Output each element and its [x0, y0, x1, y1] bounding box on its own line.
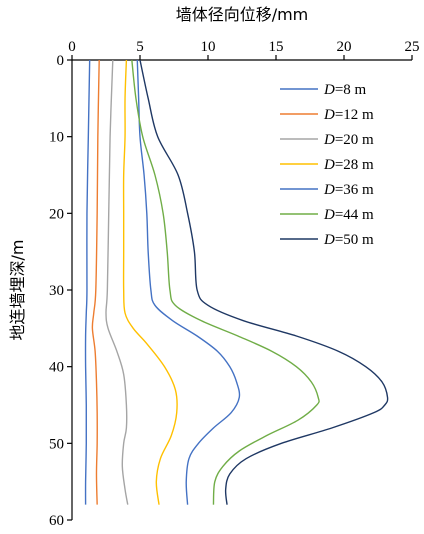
y-tick-label: 10 [49, 130, 64, 146]
legend-label-1: D=8 m [323, 82, 367, 98]
legend-label-7: D=50 m [323, 232, 374, 248]
x-tick-label: 15 [269, 39, 284, 55]
y-tick-label: 50 [49, 436, 64, 452]
y-tick-label: 60 [49, 513, 64, 529]
series-line-2 [91, 59, 100, 505]
y-tick-label: 30 [49, 283, 64, 299]
y-tick-label: 40 [49, 360, 64, 376]
x-tick-label: 25 [405, 39, 420, 55]
x-tick-label: 20 [337, 39, 352, 55]
series-line-3 [105, 59, 129, 505]
x-axis-title: 墙体径向位移/mm [176, 5, 309, 24]
x-tick-label: 5 [136, 39, 144, 55]
series-line-7 [139, 59, 389, 505]
legend-label-5: D=36 m [323, 182, 374, 198]
y-tick-label: 0 [57, 53, 65, 69]
series-line-6 [131, 59, 320, 505]
legend-label-3: D=20 m [323, 132, 374, 148]
series-line-5 [136, 59, 241, 505]
x-tick-label: 10 [201, 39, 216, 55]
series-line-4 [122, 59, 178, 505]
series-line-1 [84, 59, 91, 505]
legend-label-2: D=12 m [323, 107, 374, 123]
y-tick-label: 20 [49, 206, 64, 222]
series-group [84, 59, 389, 505]
y-axis-title: 地连墙埋深/m [8, 240, 27, 341]
legend-label-6: D=44 m [323, 207, 374, 223]
legend-label-4: D=28 m [323, 157, 374, 173]
axes-group: 0 5 10 15 20 25 0 10 20 30 40 50 60 [49, 39, 420, 529]
legend: D=8 m D=12 m D=20 m D=28 m D=36 m D=44 m D=50 … [280, 82, 374, 248]
x-tick-label: 0 [68, 39, 76, 55]
